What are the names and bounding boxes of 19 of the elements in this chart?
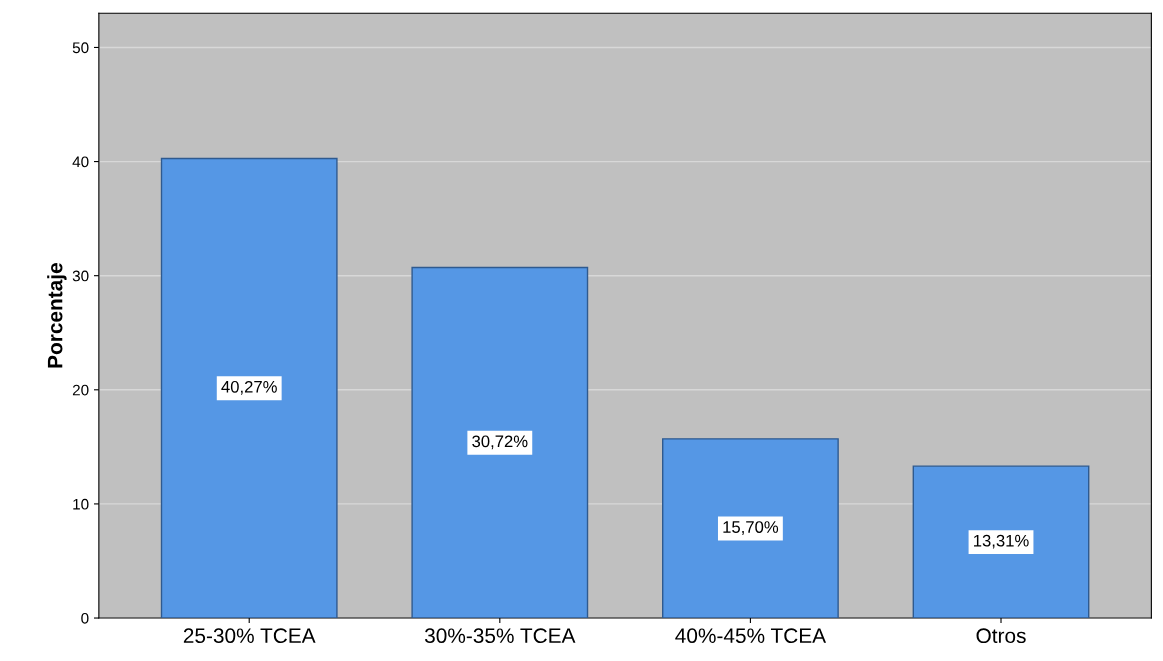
data-label: 13,31% xyxy=(974,534,1029,549)
y-tick-label: 50 xyxy=(72,42,89,54)
y-tick-label: 0 xyxy=(81,612,89,624)
x-tick-label: 40%-45% TCEA xyxy=(675,628,827,644)
bar xyxy=(662,438,839,619)
y-tick-label: 30 xyxy=(72,270,89,282)
y-tick-label: 20 xyxy=(72,384,89,396)
x-tick-label: Otros xyxy=(976,628,1026,644)
y-axis-title: Porcentaje xyxy=(47,263,67,368)
data-label: 30,72% xyxy=(472,435,528,450)
bar xyxy=(912,465,1090,619)
y-tick-label: 40 xyxy=(72,156,89,168)
x-tick-label: 30%-35% TCEA xyxy=(424,628,576,644)
data-label: 15,70% xyxy=(723,521,779,535)
bar xyxy=(160,157,338,619)
data-label: 40,27% xyxy=(221,380,277,395)
x-tick-label: 25-30% TCEA xyxy=(183,628,316,644)
y-tick-label: 10 xyxy=(73,498,89,510)
bar xyxy=(411,266,589,619)
